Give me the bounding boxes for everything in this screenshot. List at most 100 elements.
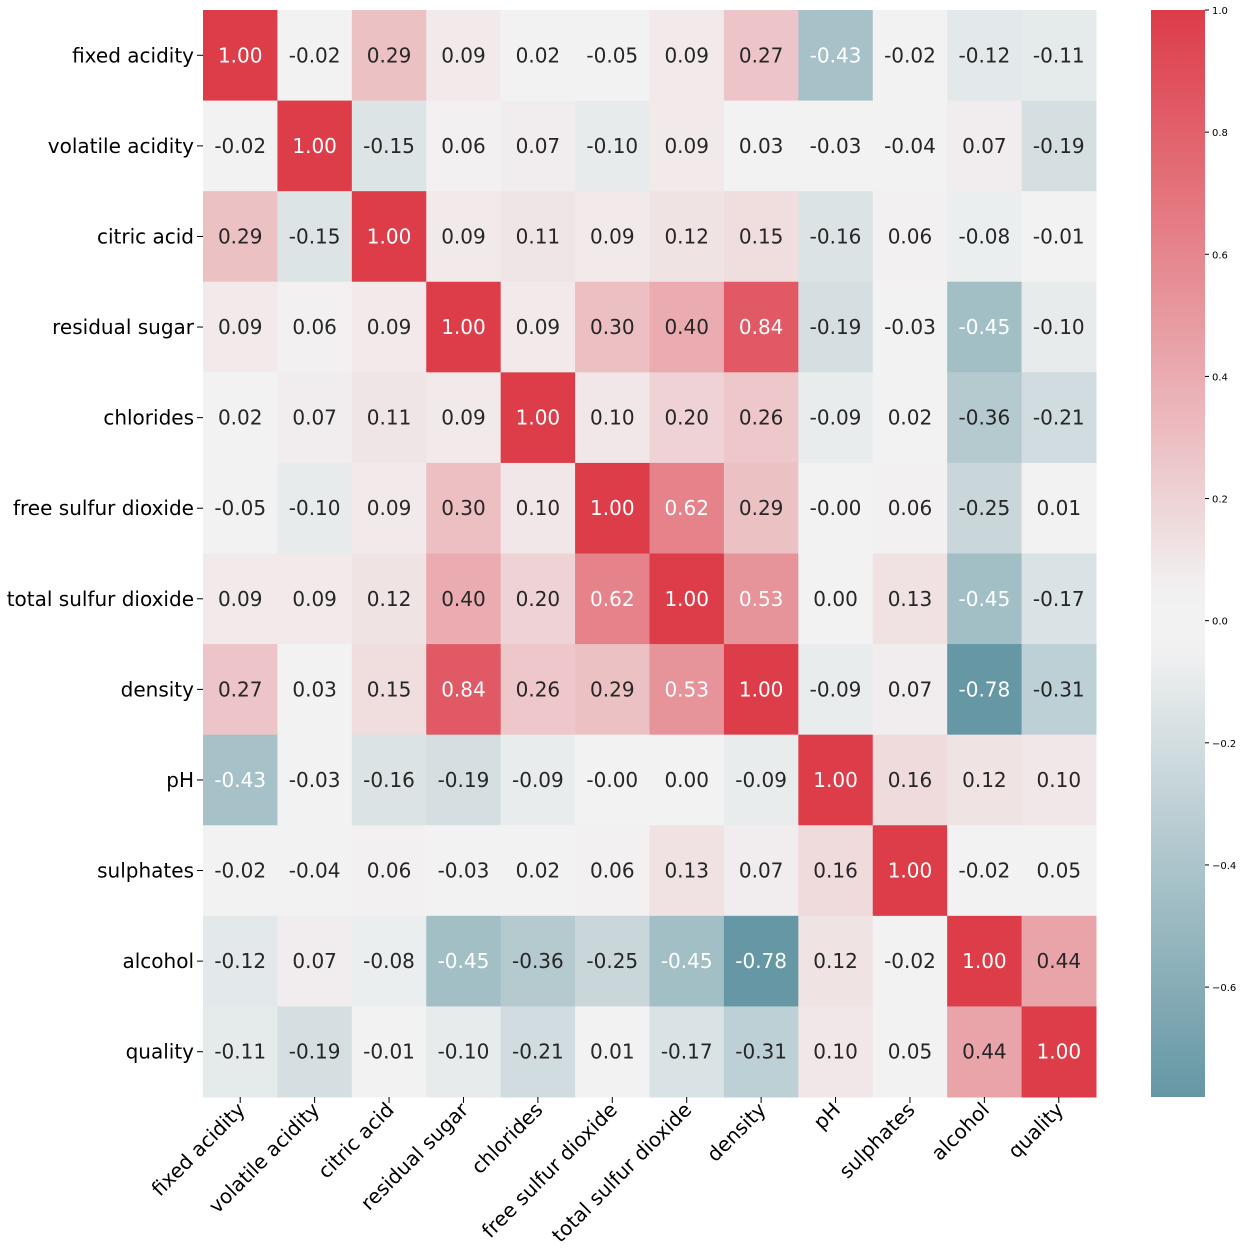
y-tick-label: density: [121, 677, 194, 701]
heatmap-cell: [798, 915, 874, 1007]
heatmap-cell: [426, 1006, 502, 1098]
heatmap-cell: [872, 100, 948, 192]
heatmap-cell: [872, 734, 948, 826]
heatmap-cell: [426, 915, 502, 1007]
cell-annotation: -0.11: [214, 1040, 266, 1064]
cell-annotation: 0.09: [218, 315, 263, 339]
heatmap-cell: [649, 1006, 725, 1098]
heatmap-cell: [649, 462, 725, 554]
heatmap-cell: [426, 191, 502, 283]
heatmap-cell: [1021, 734, 1097, 826]
cell-annotation: -0.31: [735, 1040, 787, 1064]
heatmap-cell: [575, 191, 650, 283]
heatmap-cell: [575, 10, 650, 102]
heatmap-cell: [351, 915, 427, 1007]
cell-annotation: 0.11: [367, 406, 412, 430]
cell-annotation: 1.00: [590, 496, 635, 520]
heatmap-cells: [203, 10, 1097, 1098]
heatmap-cell: [575, 734, 650, 826]
cell-annotation: -0.25: [959, 496, 1011, 520]
cell-annotation: -0.00: [586, 768, 638, 792]
heatmap-cell: [426, 734, 502, 826]
cell-annotation: -0.25: [586, 949, 638, 973]
heatmap-cell: [203, 281, 278, 373]
heatmap-cell: [798, 100, 874, 192]
cell-annotation: -0.05: [214, 496, 266, 520]
cell-annotation: 0.07: [962, 134, 1007, 158]
cell-annotation: -0.11: [1033, 43, 1085, 67]
cell-annotation: -0.21: [1033, 406, 1085, 430]
heatmap-cell: [872, 191, 948, 283]
heatmap-cell: [203, 734, 278, 826]
heatmap-cell: [649, 825, 725, 917]
colorbar-tick-label: −0.2: [1212, 739, 1236, 750]
cell-annotation: 0.02: [516, 43, 561, 67]
cell-annotation: 0.15: [367, 677, 412, 701]
heatmap-cell: [723, 281, 799, 373]
heatmap-cell: [798, 825, 874, 917]
colorbar-tick-label: −0.6: [1212, 983, 1236, 994]
heatmap-cell: [351, 191, 427, 283]
y-tick-label: chlorides: [103, 406, 194, 430]
heatmap-cell: [798, 644, 874, 736]
cell-annotation: 0.12: [664, 224, 709, 248]
heatmap-cell: [575, 915, 650, 1007]
cell-annotation: 0.06: [888, 224, 933, 248]
heatmap-cell: [872, 1006, 948, 1098]
cell-annotation: 0.84: [739, 315, 784, 339]
cell-annotation: 0.44: [962, 1040, 1007, 1064]
cell-annotation: -0.08: [363, 949, 415, 973]
cell-annotation: 0.05: [888, 1040, 933, 1064]
cell-annotation: 0.09: [441, 43, 486, 67]
heatmap-cell: [500, 1006, 576, 1098]
heatmap-cell: [947, 10, 1023, 102]
cell-annotation: 1.00: [664, 587, 709, 611]
cell-annotation: -0.03: [810, 134, 862, 158]
cell-annotation: -0.19: [438, 768, 490, 792]
cell-annotation: 0.07: [292, 406, 337, 430]
cell-annotation: 0.09: [516, 315, 561, 339]
heatmap-cell: [351, 825, 427, 917]
cell-annotation: -0.36: [959, 406, 1011, 430]
heatmap-cell: [426, 281, 502, 373]
cell-annotation: -0.02: [214, 134, 266, 158]
cell-annotation: -0.01: [1033, 224, 1085, 248]
cell-annotation: 0.62: [590, 587, 635, 611]
cell-annotation: 0.13: [888, 587, 933, 611]
colorbar-tick-label: 0.4: [1212, 372, 1228, 383]
cell-annotation: -0.21: [512, 1040, 564, 1064]
x-tick-label: pH: [808, 1098, 845, 1135]
cell-annotation: 0.29: [739, 496, 784, 520]
cell-annotations: 1.00 -0.02 0.29 0.09 0.02 -0.05 0.09 0.27 -0.43-…: [214, 43, 1084, 1063]
cell-annotation: 0.20: [664, 406, 709, 430]
heatmap-cell: [1021, 191, 1097, 283]
heatmap-cell: [872, 644, 948, 736]
cell-annotation: 0.02: [218, 406, 263, 430]
cell-annotation: -0.10: [289, 496, 341, 520]
heatmap-cell: [947, 462, 1023, 554]
cell-annotation: 0.05: [1037, 859, 1082, 883]
cell-annotation: 0.01: [590, 1040, 635, 1064]
cell-annotation: -0.02: [884, 43, 936, 67]
x-tick-label: quality: [1003, 1097, 1068, 1162]
cell-annotation: -0.12: [214, 949, 266, 973]
cell-annotation: -0.02: [884, 949, 936, 973]
cell-annotation: 0.03: [292, 677, 337, 701]
cell-annotation: 1.00: [516, 406, 561, 430]
cell-annotation: -0.31: [1033, 677, 1085, 701]
cell-annotation: 0.07: [888, 677, 933, 701]
heatmap-cell: [500, 10, 576, 102]
heatmap-cell: [723, 372, 799, 464]
cell-annotation: 0.12: [962, 768, 1007, 792]
heatmap-cell: [1021, 825, 1097, 917]
cell-annotation: -0.78: [735, 949, 787, 973]
heatmap-cell: [203, 462, 278, 554]
cell-annotation: 0.00: [813, 587, 858, 611]
cell-annotation: -0.04: [289, 859, 341, 883]
cell-annotation: -0.09: [810, 406, 862, 430]
cell-annotation: 0.09: [292, 587, 337, 611]
heatmap-cell: [203, 553, 278, 645]
heatmap-cell: [649, 100, 725, 192]
